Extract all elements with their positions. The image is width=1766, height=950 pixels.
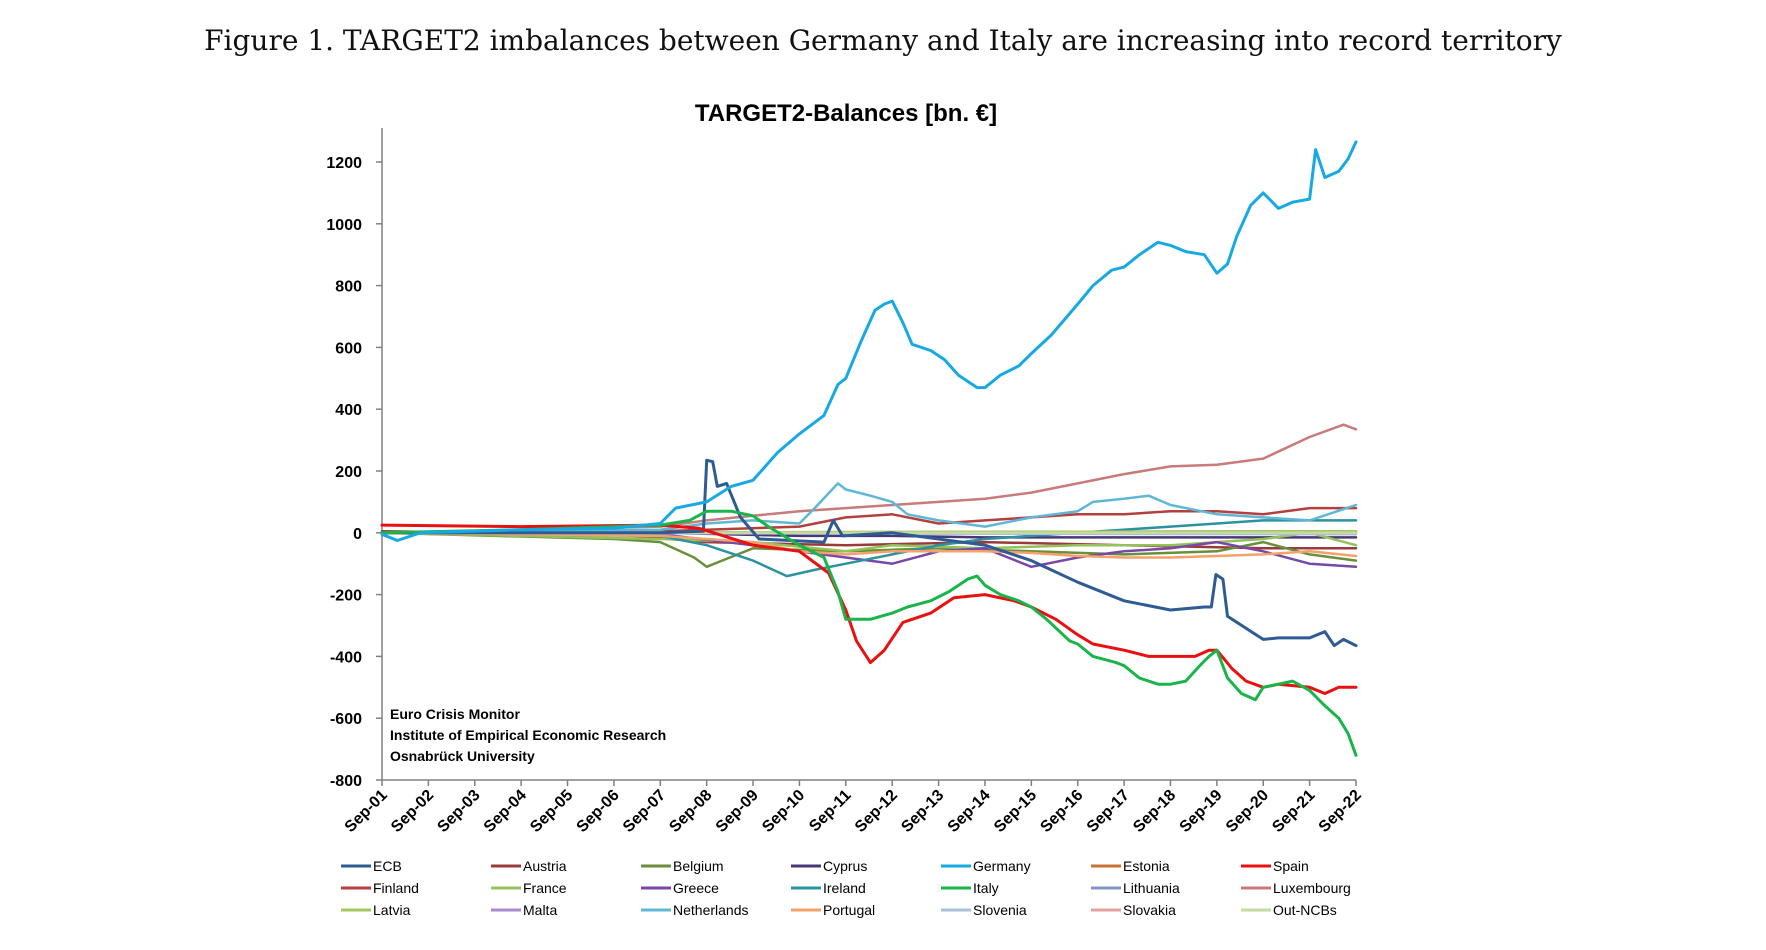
- x-tick-label: Sep-21: [1269, 787, 1318, 836]
- x-tick-label: Sep-08: [666, 787, 715, 836]
- legend-label-luxembourg: Luxembourg: [1273, 880, 1351, 896]
- y-tick-label: -800: [330, 773, 362, 790]
- x-tick-label: Sep-05: [527, 787, 576, 836]
- y-tick-label: 200: [335, 464, 362, 481]
- y-tick-label: 0: [353, 526, 362, 543]
- series-lines: [380, 140, 1358, 757]
- legend-label-finland: Finland: [373, 880, 419, 896]
- legend-label-slovenia: Slovenia: [973, 902, 1027, 918]
- x-tick-label: Sep-07: [620, 787, 669, 836]
- legend-label-italy: Italy: [973, 880, 999, 896]
- legend-label-ireland: Ireland: [823, 880, 866, 896]
- annotation-line-2: Institute of Empirical Economic Research: [390, 727, 666, 743]
- series-line-luxembourg: [380, 423, 1358, 535]
- x-tick-label: Sep-15: [991, 787, 1040, 836]
- legend-label-ecb: ECB: [373, 858, 402, 874]
- chart-title: TARGET2-Balances [bn. €]: [695, 100, 997, 127]
- legend-label-lithuania: Lithuania: [1123, 880, 1180, 896]
- x-tick-label: Sep-01: [342, 787, 391, 836]
- series-line-ireland: [380, 519, 1358, 578]
- source-annotation: Euro Crisis Monitor Institute of Empiric…: [390, 706, 666, 764]
- legend-label-greece: Greece: [673, 880, 719, 896]
- legend-label-cyprus: Cyprus: [823, 858, 867, 874]
- legend-label-austria: Austria: [523, 858, 567, 874]
- series-line-ecb: [380, 458, 1358, 648]
- y-tick-label: 1000: [326, 217, 362, 234]
- legend-label-malta: Malta: [523, 902, 557, 918]
- x-tick-label: Sep-04: [481, 787, 530, 836]
- series-line-germany: [380, 140, 1358, 542]
- series-line-netherlands: [380, 482, 1358, 535]
- x-tick-label: Sep-11: [806, 787, 855, 836]
- x-tick-label: Sep-14: [945, 787, 994, 836]
- x-tick-label: Sep-03: [434, 787, 483, 836]
- figure-caption: Figure 1. TARGET2 imbalances between Ger…: [204, 24, 1562, 57]
- legend-label-portugal: Portugal: [823, 902, 875, 918]
- legend-label-germany: Germany: [973, 858, 1031, 874]
- x-tick-label: Sep-12: [852, 787, 901, 836]
- x-tick-label: Sep-09: [713, 787, 762, 836]
- legend-label-netherlands: Netherlands: [673, 902, 749, 918]
- x-tick-label: Sep-20: [1223, 787, 1272, 836]
- y-tick-label: -600: [330, 711, 362, 728]
- y-tick-label: 600: [335, 340, 362, 357]
- x-tick-label: Sep-18: [1130, 787, 1179, 836]
- legend: ECB Austria Belgium Cyprus Germany Estonia Spa…: [341, 858, 1351, 918]
- x-tick-label: Sep-02: [388, 787, 437, 836]
- legend-label-spain: Spain: [1273, 858, 1309, 874]
- legend-label-france: France: [523, 880, 567, 896]
- x-tick-label: Sep-10: [759, 787, 808, 836]
- y-ticks: -800 -600 -400 -200 0 200 400 600 800 1000 1200: [326, 155, 382, 790]
- x-tick-label: Sep-16: [1037, 787, 1086, 836]
- x-tick-label: Sep-17: [1084, 787, 1133, 836]
- x-ticks: Sep-01Sep-02Sep-03Sep-04Sep-05Sep-06Sep-…: [342, 780, 1365, 836]
- legend-label-out-ncbs: Out-NCBs: [1273, 902, 1337, 918]
- x-tick-label: Sep-19: [1177, 787, 1226, 836]
- x-tick-label: Sep-06: [574, 787, 623, 836]
- x-tick-label: Sep-22: [1316, 787, 1365, 836]
- legend-label-slovakia: Slovakia: [1123, 902, 1176, 918]
- legend-label-belgium: Belgium: [673, 858, 724, 874]
- y-tick-label: 1200: [326, 155, 362, 172]
- y-tick-label: -400: [330, 649, 362, 666]
- series-line-spain: [380, 523, 1358, 695]
- annotation-line-3: Osnabrück University: [390, 748, 535, 764]
- annotation-line-1: Euro Crisis Monitor: [390, 706, 520, 722]
- series-line-italy: [380, 509, 1358, 757]
- x-tick-label: Sep-13: [898, 787, 947, 836]
- legend-label-latvia: Latvia: [373, 902, 411, 918]
- legend-label-estonia: Estonia: [1123, 858, 1170, 874]
- y-tick-label: 800: [335, 279, 362, 296]
- y-tick-label: 400: [335, 402, 362, 419]
- y-tick-label: -200: [330, 588, 362, 605]
